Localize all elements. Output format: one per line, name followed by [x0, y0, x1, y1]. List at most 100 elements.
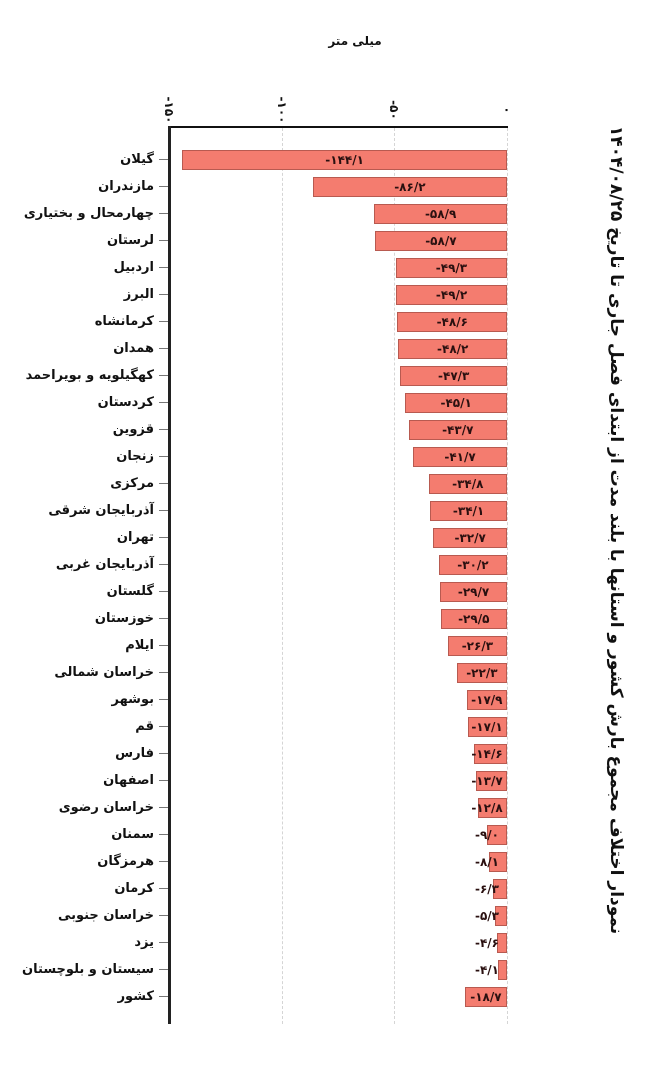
- bar-row: مازندران -۸۶/۲: [0, 176, 654, 198]
- bar-value-label: -۸۶/۲: [394, 180, 426, 194]
- x-tick-label-text: ۰: [500, 106, 514, 114]
- bar: [405, 393, 507, 413]
- bar: [312, 177, 507, 197]
- x-tick-label: ۰: [492, 98, 522, 122]
- category-label: تهران: [116, 530, 154, 545]
- bar: [492, 879, 507, 899]
- category-label: سمنان: [111, 827, 154, 842]
- category-label: خراسان رضوی: [58, 800, 154, 815]
- bar-value-label: -۳۴/۸: [452, 477, 484, 491]
- bar: [464, 987, 507, 1007]
- y-tick-mark: [159, 645, 168, 646]
- category-label: بوشهر: [111, 692, 155, 707]
- bar: [496, 933, 507, 953]
- bar-row: قزوین -۴۳/۷: [0, 419, 654, 441]
- bar-value-label: -۴۱/۷: [444, 450, 476, 464]
- bar: [497, 960, 507, 980]
- category-label: چهارمحال و بختیاری: [23, 206, 154, 221]
- category-label: لرستان: [106, 233, 154, 248]
- bar-value-label: -۴۹/۲: [435, 288, 468, 302]
- y-tick-mark: [159, 888, 168, 889]
- y-tick-mark: [159, 537, 168, 538]
- bar: [468, 717, 507, 737]
- y-tick-mark: [159, 807, 168, 808]
- category-label: خراسان شمالی: [54, 665, 154, 680]
- bar: [430, 501, 507, 521]
- category-label: آذربایجان غربی: [55, 557, 154, 572]
- y-tick-mark: [159, 402, 168, 403]
- category-label: خوزستان: [94, 611, 154, 626]
- bar-value-label: -۴/۱: [474, 963, 500, 977]
- y-tick-mark: [159, 861, 168, 862]
- y-tick-mark: [159, 429, 168, 430]
- bar-row: هرمزگان -۸/۱: [0, 851, 654, 873]
- bar-row: کرمانشاه -۴۸/۶: [0, 311, 654, 333]
- bar-value-label: -۵/۳: [474, 909, 500, 923]
- bar-row: خراسان رضوی -۱۲/۸: [0, 797, 654, 819]
- y-tick-mark: [159, 294, 168, 295]
- y-tick-mark: [159, 591, 168, 592]
- bar: [397, 312, 507, 332]
- y-tick-mark: [159, 186, 168, 187]
- bar-value-label: -۳۰/۲: [457, 558, 489, 572]
- y-tick-mark: [159, 348, 168, 349]
- bar-row: سیستان و بلوچستان -۴/۱: [0, 959, 654, 981]
- y-tick-mark: [159, 564, 168, 565]
- bar-value-label: -۲۶/۳: [461, 639, 494, 653]
- category-label: قم: [135, 719, 154, 734]
- bar-value-label: -۸/۱: [474, 855, 500, 869]
- bar: [476, 771, 507, 791]
- category-label: سیستان و بلوچستان: [22, 962, 154, 977]
- bar-row: تهران -۳۲/۷: [0, 527, 654, 549]
- category-label: اصفهان: [103, 773, 154, 788]
- category-label: گلستان: [106, 584, 154, 599]
- bar-value-label: -۹/۰: [474, 828, 500, 842]
- bar: [433, 528, 507, 548]
- y-tick-mark: [159, 456, 168, 457]
- bar-value-label: -۱۲/۸: [471, 801, 503, 815]
- category-label: خراسان جنوبی: [57, 908, 154, 923]
- bar-row: لرستان -۵۸/۷: [0, 230, 654, 252]
- x-tick-label-text: -۵۰: [387, 100, 402, 120]
- gridline: [281, 128, 283, 1024]
- bar-value-label: -۱۷/۹: [471, 693, 503, 707]
- bar-value-label: -۳۲/۷: [454, 531, 486, 545]
- category-label: همدان: [113, 341, 154, 356]
- category-label: کردستان: [97, 395, 154, 410]
- y-tick-mark: [159, 618, 168, 619]
- y-tick-mark: [159, 240, 168, 241]
- y-tick-mark: [159, 753, 168, 754]
- category-label: کهگیلویه و بویراحمد: [25, 368, 154, 383]
- bar-value-label: -۱۴/۶: [471, 747, 503, 761]
- y-tick-mark: [159, 834, 168, 835]
- bar: [428, 474, 507, 494]
- bar: [478, 798, 507, 818]
- bar-value-label: -۴۵/۱: [440, 396, 472, 410]
- bar-value-label: -۴۷/۳: [438, 369, 470, 383]
- bar-row: گیلان -۱۴۴/۱: [0, 149, 654, 171]
- bar-row: خراسان جنوبی -۵/۳: [0, 905, 654, 927]
- bar-row: همدان -۴۸/۲: [0, 338, 654, 360]
- category-label: ایلام: [125, 638, 154, 653]
- category-label: هرمزگان: [97, 854, 154, 869]
- bar: [182, 150, 507, 170]
- bar-row: یزد -۴/۶: [0, 932, 654, 954]
- y-tick-mark: [159, 780, 168, 781]
- category-label: فارس: [115, 746, 154, 761]
- bar-row: آذربایجان شرقی -۳۴/۱: [0, 500, 654, 522]
- y-tick-mark: [159, 942, 168, 943]
- bar-row: اردبیل -۴۹/۳: [0, 257, 654, 279]
- bar-row: ایلام -۲۶/۳: [0, 635, 654, 657]
- bar: [456, 663, 507, 683]
- category-label: البرز: [123, 287, 154, 302]
- category-label: زنجان: [116, 449, 154, 464]
- y-tick-mark: [159, 510, 168, 511]
- bar: [438, 555, 507, 575]
- bar-value-label: -۱۴۴/۱: [325, 153, 364, 167]
- bar-row: سمنان -۹/۰: [0, 824, 654, 846]
- y-tick-mark: [159, 699, 168, 700]
- bar: [400, 366, 507, 386]
- bar-row: آذربایجان غربی -۳۰/۲: [0, 554, 654, 576]
- bar-value-label: -۲۹/۷: [457, 585, 490, 599]
